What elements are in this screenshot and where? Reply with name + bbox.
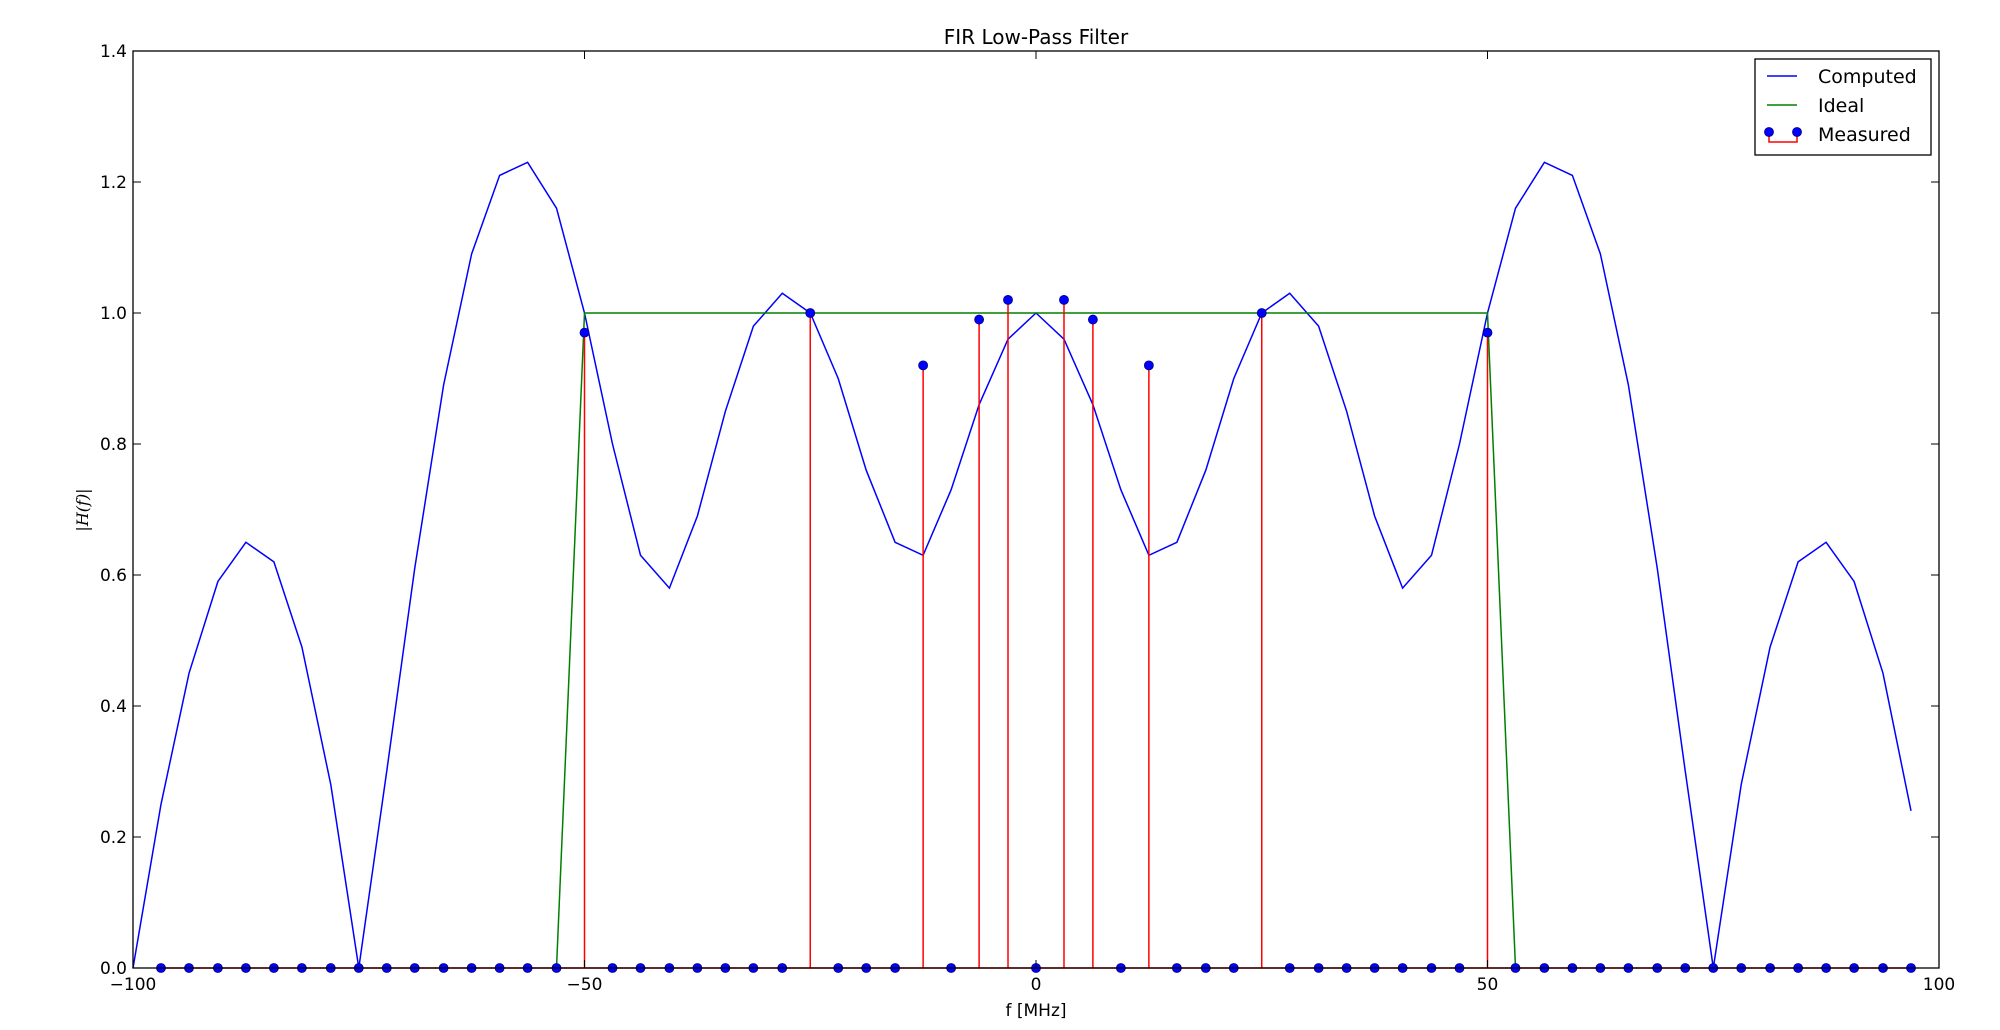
x-tick-label: 100	[1923, 975, 1955, 995]
legend: Computed Ideal Measured	[1755, 59, 1931, 155]
y-tick-label: 0.8	[100, 435, 127, 455]
stem-marker	[919, 361, 928, 370]
stem-marker	[975, 315, 984, 324]
legend-ideal-label: Ideal	[1818, 95, 1864, 117]
legend-computed-label: Computed	[1818, 66, 1917, 88]
stem-marker	[580, 328, 589, 337]
stem-marker	[1088, 315, 1097, 324]
x-tick-label: −50	[567, 975, 603, 995]
x-tick-label: 0	[1031, 975, 1042, 995]
x-axis-label: f [MHz]	[1005, 1001, 1066, 1021]
series-computed-line	[133, 162, 1911, 968]
plot-area	[133, 162, 1916, 972]
y-tick-label: 1.2	[100, 173, 127, 193]
plot-frame	[133, 51, 1939, 968]
x-tick-label: 50	[1477, 975, 1499, 995]
legend-measured-label: Measured	[1818, 124, 1911, 146]
y-tick-label: 0.4	[100, 697, 127, 717]
y-tick-label: 1.0	[100, 304, 127, 324]
stem-marker	[1257, 309, 1266, 318]
y-tick-label: 0.2	[100, 828, 127, 848]
chart-title: FIR Low-Pass Filter	[944, 25, 1129, 49]
stem-marker	[1004, 295, 1013, 304]
stem-marker	[1144, 361, 1153, 370]
y-tick-label: 1.4	[100, 42, 127, 62]
stem-marker	[1059, 295, 1068, 304]
series-ideal-line	[557, 313, 1516, 968]
y-tick-label: 0.0	[100, 959, 127, 979]
stem-marker	[806, 309, 815, 318]
series-measured-stems	[156, 295, 1915, 972]
y-tick-label: 0.6	[100, 566, 127, 586]
y-axis-label: |H(f)|	[73, 488, 92, 531]
stem-marker	[1483, 328, 1492, 337]
